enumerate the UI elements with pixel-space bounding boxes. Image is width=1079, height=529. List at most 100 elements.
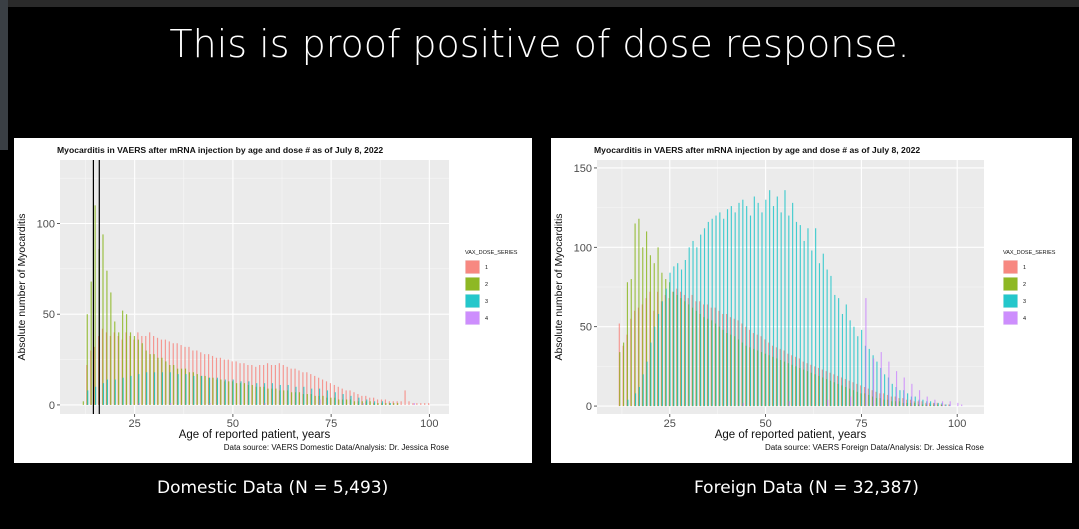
bar-dose-3 <box>627 399 629 407</box>
bar-dose-3 <box>899 390 901 407</box>
bar-dose-2 <box>86 314 88 405</box>
bar-dose-1 <box>416 403 418 405</box>
x-axis-label: Age of reported patient, years <box>715 429 867 441</box>
bar-dose-1 <box>376 399 379 405</box>
bar-dose-1 <box>948 404 950 407</box>
bar-dose-2 <box>397 403 399 405</box>
bar-dose-2 <box>646 231 648 407</box>
bar-dose-1 <box>310 374 312 405</box>
bar-dose-3 <box>373 401 376 405</box>
bar-dose-1 <box>424 403 426 405</box>
legend-swatch-dose-4 <box>1003 311 1018 325</box>
bar-dose-3 <box>868 348 870 407</box>
bar-dose-1 <box>917 401 919 407</box>
legend-swatch-dose-1 <box>465 260 480 274</box>
bar-dose-3 <box>922 399 924 407</box>
bar-dose-2 <box>204 375 206 405</box>
bar-dose-3 <box>845 304 847 407</box>
bar-dose-3 <box>138 374 140 405</box>
bar-dose-3 <box>256 383 258 405</box>
bar-dose-1 <box>286 366 288 405</box>
bar-dose-1 <box>318 377 320 405</box>
bar-dose-3 <box>201 375 203 405</box>
bar-dose-3 <box>95 386 97 405</box>
bar-dose-3 <box>279 384 281 405</box>
x-tick-label: 25 <box>129 418 141 430</box>
legend-label: 1 <box>1023 265 1026 271</box>
bar-dose-4 <box>209 403 211 405</box>
foreign-chart-panel: Myocarditis in VAERS after mRNA injectio… <box>551 138 1072 463</box>
bar-dose-3 <box>838 298 840 407</box>
bar-dose-2 <box>235 383 238 405</box>
bar-dose-3 <box>876 361 878 407</box>
bar-dose-3 <box>334 392 336 405</box>
bar-dose-4 <box>888 361 890 407</box>
bar-dose-3 <box>146 372 148 405</box>
bar-dose-2 <box>283 390 285 405</box>
bar-dose-1 <box>255 366 257 405</box>
bar-dose-3 <box>224 379 226 405</box>
x-tick-label: 25 <box>664 418 676 430</box>
bar-dose-3 <box>753 196 755 407</box>
bar-dose-2 <box>243 383 246 405</box>
bar-dose-4 <box>827 399 829 407</box>
bar-dose-3 <box>738 202 740 407</box>
bar-dose-1 <box>404 390 406 405</box>
bar-dose-3 <box>358 397 360 405</box>
legend-label: 4 <box>1023 316 1026 322</box>
y-tick-label: 100 <box>37 219 55 231</box>
bar-dose-3 <box>326 390 329 405</box>
bar-dose-1 <box>298 370 300 405</box>
bar-dose-3 <box>757 202 759 407</box>
bar-dose-1 <box>361 395 363 405</box>
bar-dose-3 <box>703 228 706 407</box>
bar-dose-2 <box>133 335 136 405</box>
bar-dose-3 <box>937 402 939 407</box>
bar-dose-4 <box>873 358 875 407</box>
bar-dose-1 <box>357 394 359 405</box>
y-tick-label: 50 <box>43 309 55 321</box>
bar-dose-1 <box>345 390 347 405</box>
bar-dose-3 <box>761 212 763 407</box>
bar-dose-3 <box>114 379 116 405</box>
bar-dose-2 <box>137 339 139 405</box>
legend-label: 2 <box>485 282 488 288</box>
y-tick-label: 0 <box>49 400 55 412</box>
bar-dose-3 <box>780 212 782 407</box>
legend-label: 2 <box>1023 282 1026 288</box>
bar-dose-2 <box>149 354 151 405</box>
bar-dose-3 <box>891 383 893 407</box>
bar-dose-3 <box>841 313 844 407</box>
x-tick-label: 100 <box>420 418 438 430</box>
bar-dose-1 <box>944 404 946 407</box>
bar-dose-3 <box>700 234 702 407</box>
bar-dose-3 <box>665 288 667 407</box>
bar-dose-3 <box>650 342 652 407</box>
bar-dose-3 <box>342 394 344 405</box>
bar-dose-3 <box>826 269 828 407</box>
bar-dose-4 <box>788 401 790 407</box>
bar-dose-3 <box>634 393 637 407</box>
bar-dose-3 <box>106 379 108 405</box>
bar-dose-3 <box>696 247 698 407</box>
plot-background <box>60 160 449 414</box>
bar-dose-3 <box>707 221 709 407</box>
bar-dose-2 <box>338 399 340 405</box>
bar-dose-2 <box>125 314 128 405</box>
bar-dose-2 <box>369 401 371 405</box>
bar-dose-3 <box>366 399 368 405</box>
bar-dose-3 <box>822 253 824 407</box>
bar-dose-1 <box>337 386 339 405</box>
bar-dose-3 <box>263 383 266 405</box>
bar-dose-3 <box>834 294 836 407</box>
bar-dose-3 <box>680 269 683 407</box>
x-tick-label: 100 <box>948 418 966 430</box>
bar-dose-1 <box>373 397 375 405</box>
bar-dose-2 <box>377 403 379 405</box>
bar-dose-3 <box>638 387 640 407</box>
bar-dose-3 <box>811 250 813 407</box>
bar-dose-3 <box>746 206 748 407</box>
bar-dose-2 <box>626 282 628 407</box>
bar-dose-2 <box>82 401 84 405</box>
bar-dose-3 <box>726 209 729 407</box>
